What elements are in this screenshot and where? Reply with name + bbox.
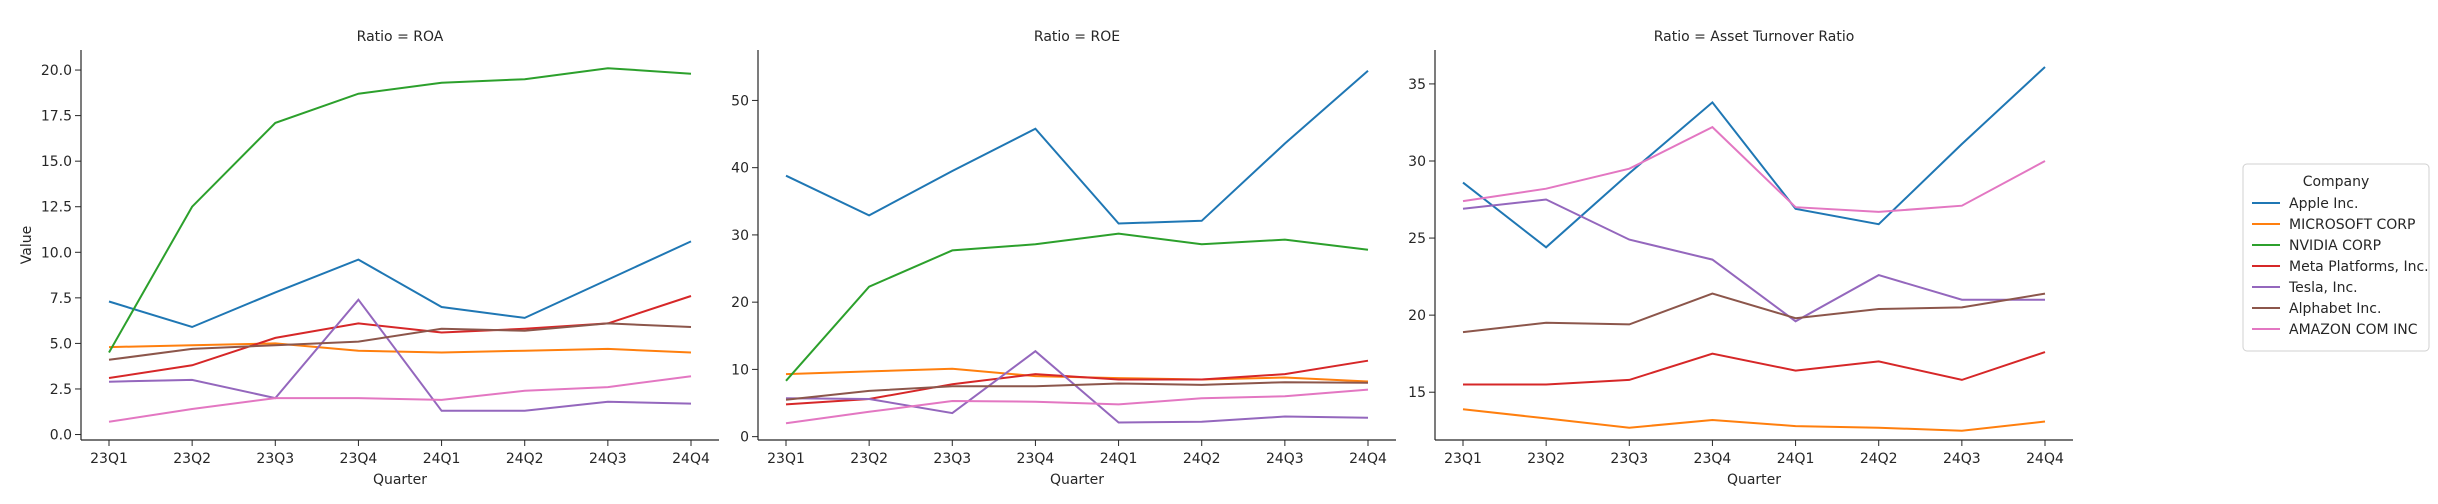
legend-entry-alphabet-inc: Alphabet Inc. — [2289, 301, 2381, 317]
series-line-microsoft-corp — [108, 342, 692, 354]
x-tick-label: 24Q4 — [2026, 451, 2064, 467]
legend-entry-amazon-com-inc: AMAZON COM INC — [2289, 322, 2418, 338]
series-line-microsoft-corp — [1462, 408, 2046, 432]
x-tick-label: 23Q4 — [1017, 451, 1055, 467]
x-tick-label: 24Q1 — [1777, 451, 1815, 467]
x-tick-label: 24Q3 — [1266, 451, 1304, 467]
x-tick-label: 23Q1 — [90, 451, 128, 467]
panel-title: Ratio = Asset Turnover Ratio — [1654, 29, 1855, 45]
series-line-alphabet-inc — [108, 322, 692, 361]
legend-entry-microsoft-corp: MICROSOFT CORP — [2289, 217, 2415, 233]
x-tick-label: 23Q2 — [1527, 451, 1565, 467]
x-axis-label: Quarter — [1050, 472, 1104, 488]
series-line-nvidia-corp — [785, 232, 1369, 382]
legend-box — [2242, 163, 2430, 352]
y-tick-label: 12.5 — [41, 200, 72, 216]
y-tick-label: 30 — [731, 228, 749, 244]
y-tick-label: 20 — [731, 295, 749, 311]
y-tick-label: 30 — [1408, 154, 1426, 170]
y-tick-label: 10 — [731, 362, 749, 378]
y-tick-label: 15.0 — [41, 154, 72, 170]
series-line-meta-platforms-inc — [785, 359, 1369, 406]
panel-2: Ratio = ROE 0 10 20 30 40 50 23Q1 23Q2 23Q3 23Q4 24… — [731, 29, 1396, 488]
x-tick-label: 24Q4 — [672, 451, 710, 467]
x-tick-label: 23Q3 — [933, 451, 971, 467]
series-line-amazon-com-inc — [785, 388, 1369, 425]
x-tick-label: 23Q3 — [256, 451, 294, 467]
y-tick-label: 40 — [731, 161, 749, 177]
panel-1: Ratio = ROA 0.0 2.5 5.0 7.5 10.0 12.5 15.0 17.5 2… — [41, 29, 719, 488]
x-tick-label: 24Q2 — [1183, 451, 1221, 467]
x-tick-label: 24Q3 — [1943, 451, 1981, 467]
y-tick-label: 50 — [731, 93, 749, 109]
x-tick-label: 23Q2 — [850, 451, 888, 467]
series-line-apple-inc — [108, 240, 692, 329]
x-tick-label: 23Q1 — [767, 451, 805, 467]
x-tick-label: 23Q3 — [1610, 451, 1648, 467]
y-tick-label: 20 — [1408, 308, 1426, 324]
x-tick-label: 24Q2 — [1860, 451, 1898, 467]
series-line-meta-platforms-inc — [1463, 351, 2046, 386]
panel-3: Ratio = Asset Turnover Ratio 15 20 25 30 35 23… — [1408, 29, 2073, 488]
x-tick-label: 23Q4 — [1694, 451, 1732, 467]
legend-entry-nvidia-corp: NVIDIA CORP — [2289, 238, 2381, 254]
x-tick-label: 23Q2 — [173, 451, 211, 467]
x-tick-label: 23Q4 — [340, 451, 378, 467]
series-line-meta-platforms-inc — [108, 295, 692, 379]
series-line-alphabet-inc — [785, 381, 1369, 401]
y-tick-label: 10.0 — [41, 245, 72, 261]
x-axis-label: Quarter — [1727, 472, 1781, 488]
series-line-tesla-inc — [108, 298, 692, 412]
legend-title: Company — [2303, 174, 2370, 190]
series-line-nvidia-corp — [108, 67, 692, 353]
x-tick-label: 23Q1 — [1444, 451, 1482, 467]
x-tick-label: 24Q1 — [1100, 451, 1138, 467]
legend-entry-tesla-inc: Tesla, Inc. — [2288, 280, 2358, 296]
legend: Company Apple Inc. MICROSOFT CORP NVIDIA CO… — [2242, 163, 2430, 352]
y-tick-label: 35 — [1408, 77, 1426, 93]
x-tick-label: 24Q1 — [423, 451, 461, 467]
y-tick-label: 2.5 — [50, 382, 72, 398]
y-tick-label: 20.0 — [41, 63, 72, 79]
panel-title: Ratio = ROA — [357, 29, 444, 45]
y-tick-label: 0 — [740, 430, 749, 446]
y-tick-label: 0.0 — [50, 428, 72, 444]
y-tick-label: 5.0 — [50, 336, 72, 352]
series-line-amazon-com-inc — [1462, 125, 2046, 213]
x-axis-label: Quarter — [373, 472, 427, 488]
series-line-apple-inc — [785, 70, 1369, 225]
y-tick-label: 15 — [1408, 385, 1426, 401]
y-tick-label: 7.5 — [50, 291, 72, 307]
legend-entry-apple-inc: Apple Inc. — [2289, 196, 2358, 212]
panel-title: Ratio = ROE — [1034, 29, 1120, 45]
series-line-amazon-com-inc — [108, 375, 692, 423]
x-tick-label: 24Q4 — [1349, 451, 1387, 467]
x-tick-label: 24Q3 — [589, 451, 627, 467]
y-tick-label: 25 — [1408, 231, 1426, 247]
y-tick-label: 17.5 — [41, 109, 72, 125]
y-axis-label: Value — [19, 226, 35, 264]
x-tick-label: 24Q2 — [506, 451, 544, 467]
series-line-tesla-inc — [1462, 198, 2045, 323]
legend-entry-meta-platforms-inc: Meta Platforms, Inc. — [2289, 259, 2429, 275]
series-line-alphabet-inc — [1462, 292, 2046, 334]
series-line-apple-inc — [1462, 66, 2046, 249]
series-line-tesla-inc — [785, 349, 1369, 424]
